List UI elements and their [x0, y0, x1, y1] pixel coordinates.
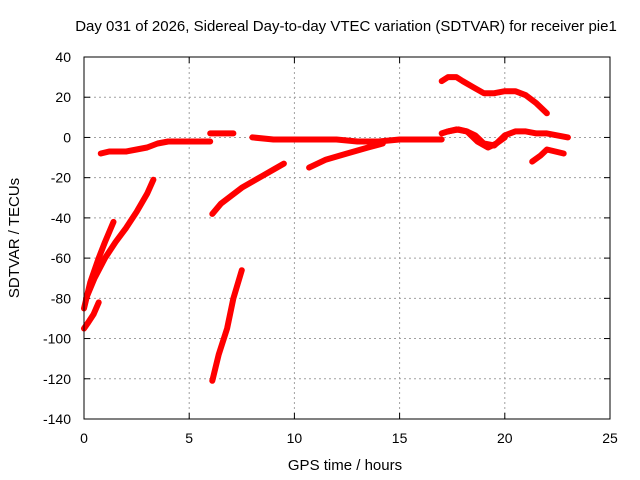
y-tick-label: -120: [43, 371, 71, 387]
x-tick-label: 0: [80, 430, 88, 446]
plot-frame: [83, 56, 611, 420]
sdtvar-trace: [438, 74, 550, 117]
y-tick-label: -100: [43, 331, 71, 347]
y-axis-label: SDTVAR / TECUs: [6, 178, 23, 298]
chart-ticks: [83, 56, 611, 420]
sdtvar-trace: [306, 140, 386, 171]
x-tick-label: 10: [287, 430, 303, 446]
x-axis-label: GPS time / hours: [288, 457, 402, 474]
sdtvar-trace: [445, 126, 508, 151]
sdtvar-trace: [209, 160, 287, 217]
y-tick-label: -20: [51, 170, 71, 186]
y-tick-label: -140: [43, 411, 71, 427]
sdtvar-trace: [81, 299, 102, 332]
sdtvar-trace: [529, 146, 567, 165]
chart-title: Day 031 of 2026, Sidereal Day-to-day VTE…: [75, 18, 617, 35]
y-tick-label: -60: [51, 250, 71, 266]
x-tick-label: 25: [602, 430, 618, 446]
chart-traces: [81, 74, 571, 384]
y-tick-label: 20: [55, 89, 71, 105]
y-tick-label: 40: [55, 49, 71, 65]
y-tick-labels: -140 -120 -100 -80 -60 -40 -20 0 20 40: [43, 49, 71, 427]
sdtvar-trace: [249, 134, 445, 145]
y-tick-label: 0: [63, 129, 71, 145]
y-tick-label: -40: [51, 210, 71, 226]
x-tick-labels: 0 5 10 15 20 25: [80, 430, 618, 446]
sdtvar-trace: [209, 267, 245, 384]
sdtvar-trace: [83, 176, 157, 302]
x-tick-label: 20: [497, 430, 513, 446]
y-tick-label: -80: [51, 290, 71, 306]
x-tick-label: 15: [392, 430, 408, 446]
sdtvar-trace: [97, 138, 214, 157]
chart-grid: [84, 57, 610, 419]
x-tick-label: 5: [185, 430, 193, 446]
